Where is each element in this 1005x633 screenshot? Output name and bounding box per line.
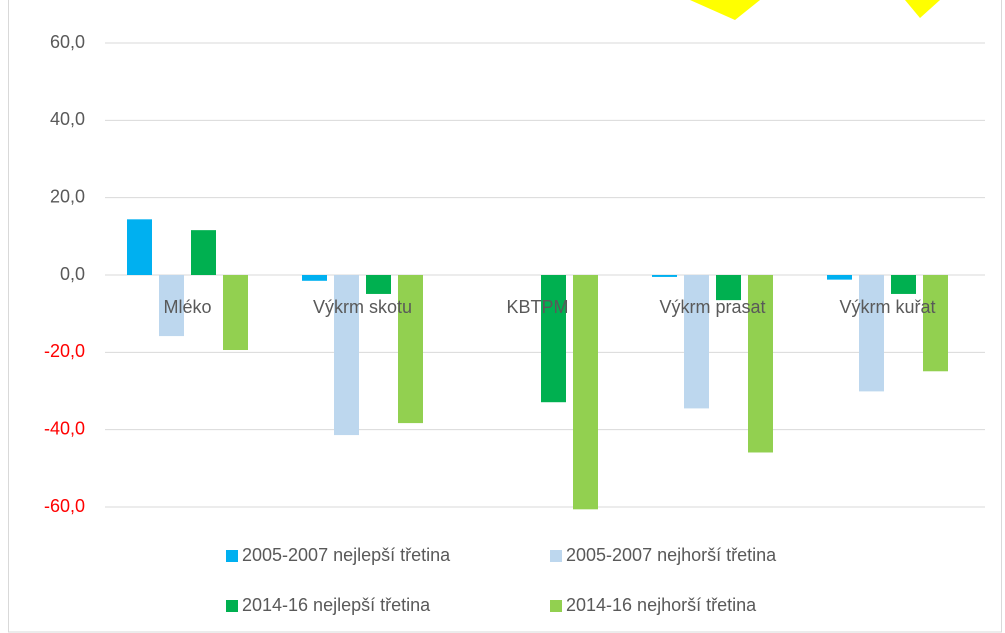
- bar: [716, 275, 741, 301]
- legend-label: 2014-16 nejlepší třetina: [242, 595, 431, 615]
- legend-label: 2005-2007 nejlepší třetina: [242, 545, 451, 565]
- bar: [573, 275, 598, 510]
- y-tick-label: 20,0: [50, 186, 85, 206]
- bar: [366, 275, 391, 294]
- chart-border: [8, 0, 1002, 633]
- legend-swatch: [550, 600, 562, 612]
- x-tick-label: Výkrm prasat: [659, 297, 765, 317]
- legend-label: 2014-16 nejhorší třetina: [566, 595, 757, 615]
- bar: [541, 275, 566, 403]
- bar: [127, 219, 152, 275]
- x-tick-label: Mléko: [163, 297, 211, 317]
- bar: [191, 230, 216, 275]
- legend-label: 2005-2007 nejhorší třetina: [566, 545, 777, 565]
- bar: [398, 275, 423, 424]
- bar: [684, 275, 709, 409]
- bar: [159, 275, 184, 337]
- y-tick-label: -40,0: [44, 418, 85, 438]
- legend-swatch: [226, 600, 238, 612]
- bar: [859, 275, 884, 392]
- bar: [891, 275, 916, 294]
- x-tick-label: Výkrm kuřat: [839, 297, 935, 317]
- y-tick-label: -60,0: [44, 496, 85, 516]
- highlight: [690, 0, 760, 20]
- bar: [652, 275, 677, 277]
- bar: [334, 275, 359, 436]
- y-tick-label: 40,0: [50, 109, 85, 129]
- legend-swatch: [550, 550, 562, 562]
- y-tick-label: -20,0: [44, 341, 85, 361]
- bar: [748, 275, 773, 453]
- legend-swatch: [226, 550, 238, 562]
- bar: [223, 275, 248, 351]
- x-tick-label: Výkrm skotu: [313, 297, 412, 317]
- bar: [302, 275, 327, 281]
- bar: [923, 275, 948, 372]
- bar: [827, 275, 852, 280]
- x-tick-label: KBTPM: [506, 297, 568, 317]
- y-tick-label: 0,0: [60, 264, 85, 284]
- highlight: [905, 0, 940, 18]
- y-tick-label: 60,0: [50, 32, 85, 52]
